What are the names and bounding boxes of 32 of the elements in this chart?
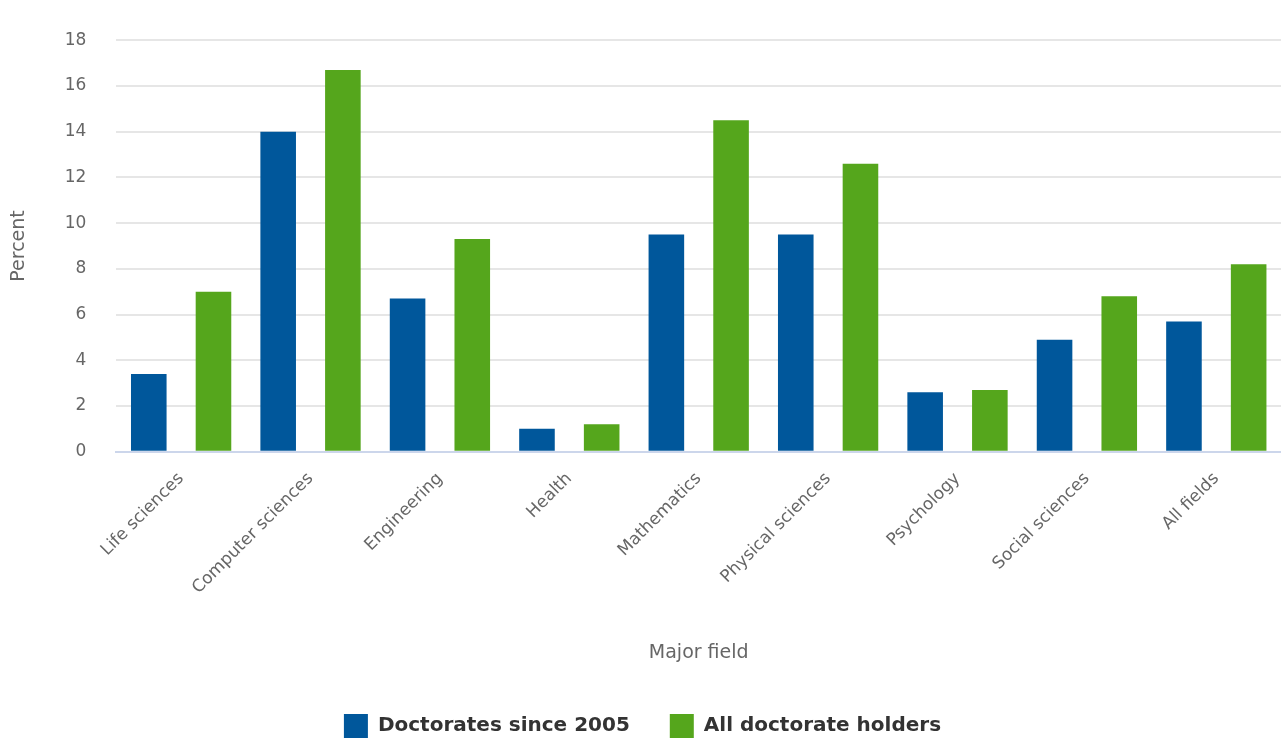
bar xyxy=(325,69,361,451)
y-tick-label: 4 xyxy=(75,348,87,369)
bar xyxy=(713,120,749,451)
bar xyxy=(1036,339,1073,451)
y-tick-label: 14 xyxy=(64,120,87,141)
x-axis-title: Major field xyxy=(648,639,749,662)
bar xyxy=(972,389,1008,451)
bar xyxy=(195,291,232,451)
bar xyxy=(907,392,943,451)
y-tick-label: 12 xyxy=(64,165,87,186)
legend-label: All doctorate holders xyxy=(703,712,942,737)
bar xyxy=(260,131,296,451)
bar xyxy=(454,239,491,451)
bar xyxy=(1101,296,1138,451)
bar xyxy=(1166,321,1202,451)
y-tick-label: 16 xyxy=(64,74,87,95)
bar xyxy=(842,163,879,451)
bar xyxy=(1230,264,1267,451)
bar xyxy=(648,234,685,451)
bar xyxy=(130,373,167,451)
bar xyxy=(583,424,620,451)
y-tick-label: 18 xyxy=(64,28,87,49)
legend-label: Doctorates since 2005 xyxy=(377,712,630,737)
y-tick-label: 2 xyxy=(75,394,87,415)
bar xyxy=(389,298,426,451)
y-tick-label: 6 xyxy=(75,302,87,323)
bar xyxy=(519,428,555,451)
y-tick-label: 10 xyxy=(64,211,87,232)
y-tick-label: 0 xyxy=(75,440,87,461)
bar xyxy=(777,234,814,451)
y-axis-title: Percent xyxy=(6,210,29,282)
y-tick-label: 8 xyxy=(75,257,87,278)
